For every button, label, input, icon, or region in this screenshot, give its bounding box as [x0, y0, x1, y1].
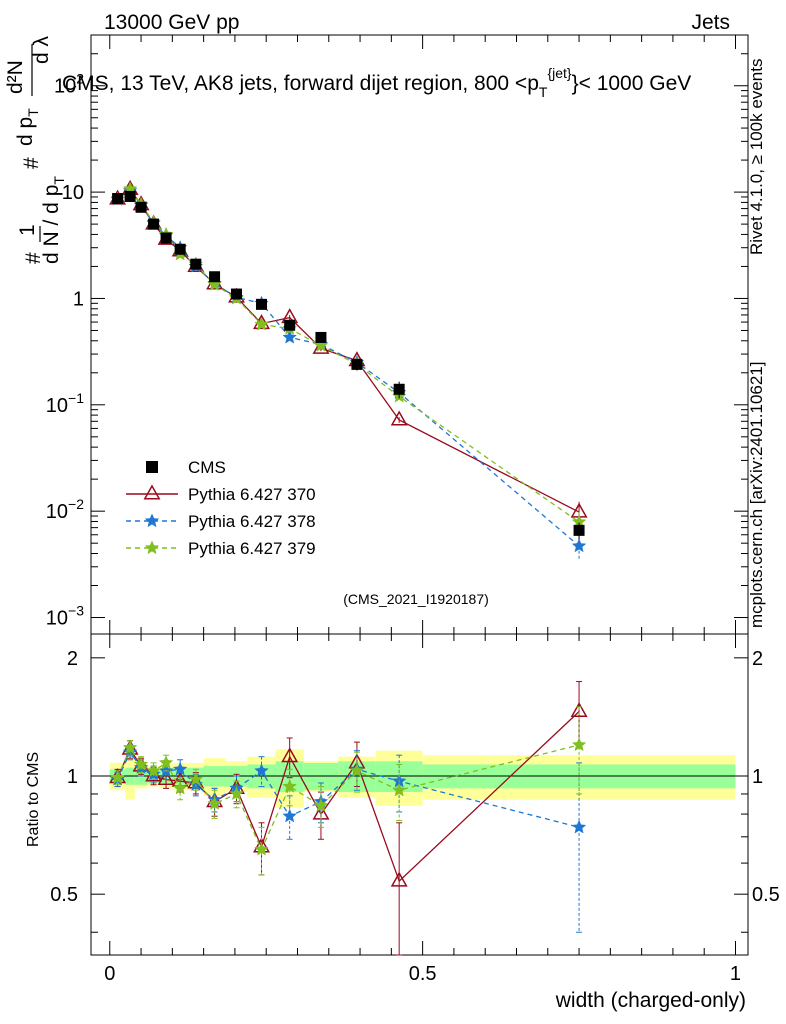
ratio-point-p378 [571, 819, 587, 834]
data-point-cms [209, 271, 221, 283]
svg-text:d pT: d pT [14, 108, 41, 146]
ratio-point-p379 [158, 755, 174, 770]
x-axis-label: width (charged-only) [555, 989, 746, 1012]
ratio-point-p370 [570, 701, 588, 718]
legend-marker-p379 [144, 540, 160, 555]
ratio-y-tick-label: 2 [67, 648, 78, 670]
data-point-p378 [282, 329, 297, 344]
ratio-point-p370 [157, 769, 175, 786]
ratio-point-p378 [188, 777, 204, 791]
data-point-cms [284, 319, 296, 331]
ratio-point-p379 [133, 756, 149, 771]
x-tick-label: 1 [730, 963, 741, 985]
ratio-point-p379 [207, 796, 222, 810]
y-tick-label: 10 [62, 182, 84, 204]
header-category: Jets [691, 11, 730, 34]
legend-label: Pythia 6.427 379 [188, 539, 316, 558]
data-point-p370 [390, 410, 408, 426]
ratio-point-p370 [281, 747, 299, 763]
ratio-point-p379 [254, 841, 269, 856]
data-point-p379 [313, 337, 329, 352]
data-point-cms [160, 232, 172, 244]
data-point-cms [351, 358, 363, 370]
legend-label: Pythia 6.427 370 [188, 485, 316, 504]
plot-title: CMS, 13 TeV, AK8 jets, forward dijet reg… [62, 65, 691, 100]
data-point-p379 [207, 276, 222, 291]
legend-label: Pythia 6.427 378 [188, 512, 316, 531]
y-tick-label: 10−3 [46, 603, 84, 630]
ratio-point-p379 [229, 786, 244, 801]
legend-marker-p370 [143, 484, 161, 500]
ratio-point-p378 [282, 808, 297, 823]
data-point-p379 [254, 316, 269, 331]
ratio-point-p370 [390, 871, 408, 887]
svg-text:d λ: d λ [30, 35, 53, 64]
ratio-point-p379 [313, 798, 329, 812]
data-point-cms [124, 190, 136, 202]
ratio-y-tick-label: 1 [67, 766, 78, 788]
ratio-point-p379 [282, 778, 297, 793]
rivet-version-label: Rivet 4.1.0, ≥ 100k events [747, 59, 766, 255]
series-line-p370 [117, 188, 580, 513]
ratio-point-p379 [188, 771, 204, 786]
svg-text:d N / d pT: d N / d pT [40, 176, 67, 264]
ratio-axes-box [90, 633, 749, 956]
ratio-point-p379 [391, 782, 407, 797]
y-tick-label: 10−1 [46, 390, 84, 417]
x-tick-label: 0 [104, 963, 115, 985]
main-plot-frame: 10−3 10−2 10−1 1 10 102 [46, 34, 749, 635]
data-point-cms [135, 201, 147, 213]
ratio-y-tick-label-right: 2 [752, 648, 763, 670]
main-plot-marks [109, 179, 588, 560]
series-line-p378 [117, 189, 580, 547]
svg-text:#: # [20, 157, 43, 169]
data-point-cms [230, 288, 242, 300]
ratio-y-tick-label-right: 0.5 [752, 884, 780, 906]
svg-text:d²N: d²N [4, 60, 27, 94]
ratio-point-p378 [172, 761, 188, 776]
ratio-plot-marks [109, 681, 588, 956]
ratio-plot-frame: 0 0.5 1 0.5 0.5 1 1 2 2 [50, 35, 780, 985]
data-point-cms [190, 258, 202, 270]
legend-label: CMS [188, 458, 226, 477]
legend-marker-p378 [144, 513, 160, 528]
mcplots-label: mcplots.cern.ch [arXiv:2401.10621] [747, 362, 766, 628]
ratio-y-tick-label: 0.5 [50, 884, 78, 906]
ratio-point-p379 [349, 763, 365, 778]
ratio-point-p379 [571, 737, 587, 752]
svg-text:1: 1 [16, 224, 39, 236]
ratio-y-tick-label-right: 1 [752, 766, 763, 788]
y-axis-label-ratio: Ratio to CMS [25, 752, 42, 847]
ratio-point-p379 [172, 780, 188, 795]
ratio-uncertainty-band [109, 749, 736, 808]
ratio-point-p378 [254, 763, 269, 778]
data-point-cms [148, 218, 160, 230]
ratio-point-p379 [110, 770, 125, 784]
ratio-line-p379 [117, 744, 580, 852]
legend-marker-cms [146, 461, 158, 473]
analysis-id: (CMS_2021_I1920187) [343, 591, 489, 607]
y-tick-label: 10−2 [46, 496, 84, 523]
series-line-p379 [117, 188, 580, 523]
data-point-cms [112, 193, 124, 205]
header-process: 13000 GeV pp [104, 11, 239, 34]
data-point-cms [393, 383, 405, 395]
data-point-cms [573, 524, 585, 536]
data-point-cms [256, 298, 268, 310]
y-tick-label: 102 [54, 71, 84, 98]
data-point-cms [174, 243, 186, 255]
x-tick-label: 0.5 [409, 963, 437, 985]
data-point-p378 [571, 538, 587, 553]
y-axis-label-main: # 1 d N / d pT # d pT d²N d λ [4, 35, 67, 264]
y-tick-label: 1 [73, 288, 84, 310]
data-point-cms [315, 331, 327, 343]
legend: CMS Pythia 6.427 370 Pythia 6.427 378 Pythi… [126, 458, 316, 558]
ratio-point-p379 [122, 740, 138, 755]
svg-text:#: # [22, 252, 45, 264]
ratio-point-p379 [146, 763, 161, 778]
